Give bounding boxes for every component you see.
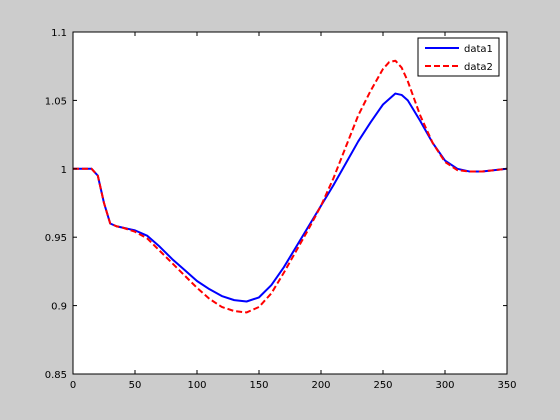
- series-lines: [73, 59, 508, 314]
- y-tick-label: 0.85: [45, 370, 67, 381]
- y-tick-label: 1.1: [51, 28, 67, 39]
- x-tick-label: 200: [311, 380, 330, 391]
- x-tick-label: 150: [249, 380, 268, 391]
- x-tick-label: 300: [435, 380, 454, 391]
- x-tick-label: 0: [70, 380, 76, 391]
- axes: [72, 31, 508, 375]
- y-tick-label: 0.95: [45, 233, 67, 244]
- legend: data1 data2: [417, 37, 500, 77]
- legend-box: [417, 37, 500, 77]
- ticks: 0 50 100 150 200 250 300 350 0.85 0.9 0.95 1 1.05 1.1: [45, 28, 517, 391]
- legend-label-data2: data2: [464, 62, 493, 73]
- axes-box: [72, 31, 508, 375]
- y-tick-label: 1: [61, 165, 67, 176]
- plot-area: [73, 32, 507, 374]
- x-tick-label: 350: [497, 380, 516, 391]
- y-tick-label: 1.05: [45, 96, 67, 107]
- x-tick-label: 50: [129, 380, 142, 391]
- y-tick-label: 0.9: [51, 302, 67, 313]
- x-tick-label: 100: [187, 380, 206, 391]
- legend-label-data1: data1: [464, 44, 493, 55]
- x-tick-label: 250: [373, 380, 392, 391]
